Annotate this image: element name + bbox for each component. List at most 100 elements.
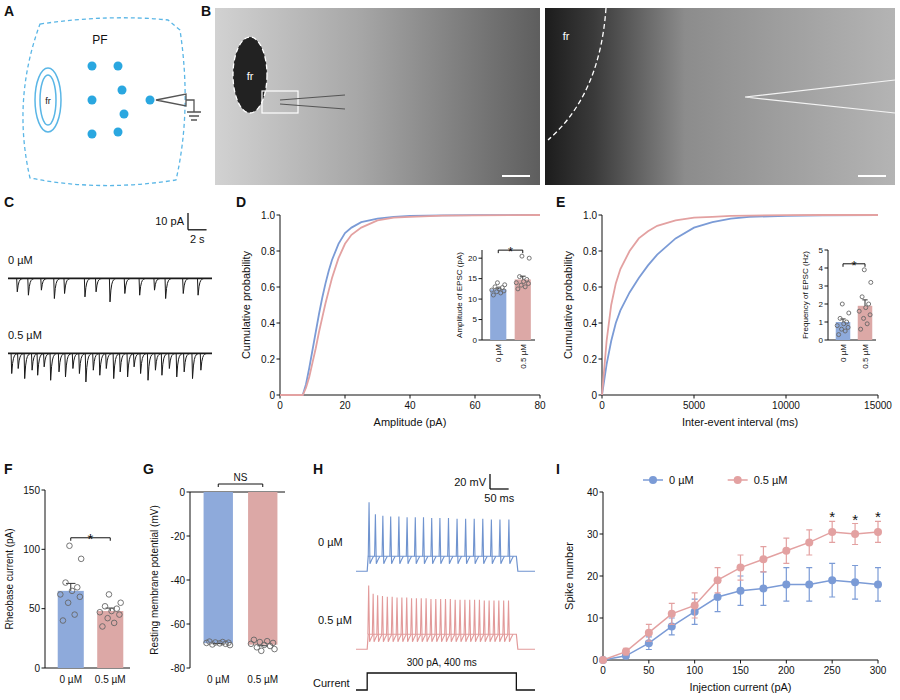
epsc-event <box>17 278 23 291</box>
y-tick-label: 4 <box>819 264 824 273</box>
action-potential <box>398 517 403 564</box>
data-point <box>106 592 112 598</box>
epsc-event <box>147 353 153 380</box>
bar-chart: 012345Frequency of EPSC (Hz)0 µM0.5 µM* <box>801 246 876 369</box>
y-axis <box>828 250 829 340</box>
scale-bar-label: 10 pA <box>155 215 184 227</box>
epsc-event <box>58 353 64 371</box>
epsc-event <box>169 353 175 368</box>
epsc-event <box>50 353 56 380</box>
marker <box>828 528 836 536</box>
epsc-event <box>165 278 171 298</box>
neuron-dot <box>120 110 129 119</box>
y-tick-label: 20 <box>587 571 599 582</box>
pipette <box>745 80 895 113</box>
x-tick-label: 0 <box>277 400 283 411</box>
data-point <box>868 313 872 317</box>
category-label: 0.5 µM <box>247 674 278 685</box>
y-tick-label: 30 <box>587 529 599 540</box>
bar-chart: 050100150Rheobase current (pA)0 µM0.5 µM… <box>4 485 130 686</box>
action-potential <box>469 600 474 642</box>
data-point <box>846 325 850 329</box>
y-tick-label: -20 <box>171 531 186 542</box>
y-axis-title: Frequency of EPSC (Hz) <box>801 251 810 339</box>
action-potential <box>435 599 440 642</box>
data-point <box>65 600 71 606</box>
epsc-event <box>41 278 47 290</box>
x-tick-label: 60 <box>469 400 481 411</box>
tract-label: fr <box>45 96 51 106</box>
x-tick-label: 150 <box>732 665 749 676</box>
error-bar <box>783 568 789 602</box>
data-point <box>77 594 83 600</box>
significance-star: * <box>852 511 858 528</box>
series-line <box>602 215 878 395</box>
action-potential <box>474 600 479 642</box>
y-tick <box>479 299 483 300</box>
marker <box>782 580 790 588</box>
data-point <box>835 324 839 328</box>
data-point <box>519 283 523 287</box>
data-point <box>272 646 278 652</box>
x-tick <box>878 395 879 399</box>
fr-outer <box>35 68 61 132</box>
plot-data <box>602 215 878 395</box>
plot-data <box>599 521 882 664</box>
data-point <box>514 281 518 285</box>
action-potential <box>479 600 484 642</box>
y-tick-label: 3 <box>819 282 824 291</box>
y-axis-title: Resting membrane potential (mV) <box>149 505 160 655</box>
data-point <box>217 641 223 647</box>
data-point <box>864 306 868 310</box>
data-point <box>72 612 78 618</box>
y-tick-label: 40 <box>587 487 599 498</box>
y-tick <box>825 286 829 287</box>
scale-bar <box>502 175 530 177</box>
data-point <box>490 288 494 292</box>
data-point <box>503 283 507 287</box>
significance-star: * <box>829 508 835 525</box>
error-bar <box>875 568 881 602</box>
data-point <box>227 642 233 648</box>
epsc-event <box>139 278 145 295</box>
data-point <box>111 620 117 626</box>
y-tick-label: 0.6 <box>583 282 597 293</box>
action-potential <box>503 601 508 642</box>
scale-bar <box>489 474 490 489</box>
epsc-event <box>18 353 24 368</box>
action-potential <box>382 516 387 564</box>
data-point <box>520 254 524 258</box>
y-tick <box>277 323 281 324</box>
action-potential <box>499 520 504 564</box>
panel-letter: E <box>556 194 565 210</box>
y-tick-label: 0 <box>591 390 597 401</box>
pf-outline <box>23 18 185 186</box>
action-potential <box>406 517 411 564</box>
micrograph-low <box>215 8 540 185</box>
trace-label: 0 µM <box>318 536 343 548</box>
x-axis-title: Inter-event interval (ms) <box>682 416 798 428</box>
significance-label: * <box>88 530 94 547</box>
scale-bar-label: 20 mV <box>454 476 486 488</box>
x-tick-label: 15000 <box>864 400 892 411</box>
data-point <box>859 327 863 331</box>
y-tick <box>825 268 829 269</box>
y-tick <box>187 668 191 669</box>
marker <box>645 629 653 637</box>
epsc-event <box>32 353 38 370</box>
y-tick-label: 0.6 <box>261 282 275 293</box>
ground <box>186 100 201 120</box>
y-tick <box>600 534 604 535</box>
action-potential <box>420 598 425 642</box>
action-potential <box>431 518 436 564</box>
action-potential <box>456 519 461 564</box>
action-potential <box>396 598 401 642</box>
epsc-event <box>197 278 203 295</box>
y-tick-label: 10 <box>587 613 599 624</box>
data-point <box>491 293 495 297</box>
action-potential <box>387 597 392 642</box>
action-potential <box>448 518 453 564</box>
marker <box>828 576 836 584</box>
data-point <box>60 618 66 624</box>
panel-letter: I <box>556 461 560 477</box>
